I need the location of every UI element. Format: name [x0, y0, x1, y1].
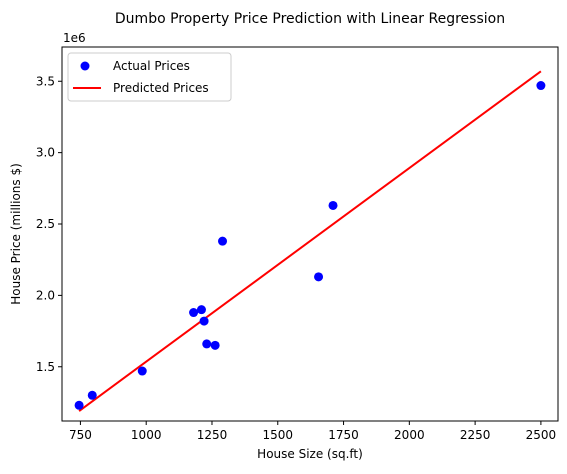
- x-tick-label: 1250: [197, 428, 228, 442]
- legend-box: [67, 52, 232, 102]
- x-tick-label: 1000: [131, 428, 162, 442]
- y-tick-label: 3.5: [36, 74, 55, 88]
- x-axis-label: House Size (sq.ft): [257, 447, 363, 461]
- y-axis-offset-label: 1e6: [63, 31, 86, 45]
- actual-price-point: [314, 272, 324, 282]
- y-tick-label: 2.0: [36, 288, 55, 302]
- actual-price-point: [218, 236, 228, 246]
- actual-price-point: [199, 316, 209, 326]
- actual-price-point: [74, 400, 84, 410]
- predicted-prices-line: [78, 70, 542, 412]
- actual-price-point: [137, 366, 147, 376]
- actual-price-point: [536, 81, 546, 91]
- actual-price-point: [328, 200, 338, 210]
- x-tick-label: 2250: [460, 428, 491, 442]
- y-tick-label: 1.5: [36, 360, 55, 374]
- y-tick-label: 3.0: [36, 146, 55, 160]
- y-axis-label: House Price (millions $): [9, 163, 23, 305]
- x-tick-label: 1500: [262, 428, 293, 442]
- chart-title: Dumbo Property Price Prediction with Lin…: [115, 11, 505, 27]
- series-layer: [74, 70, 546, 412]
- actual-price-point: [202, 339, 212, 349]
- actual-price-point: [196, 305, 206, 315]
- actual-price-point: [189, 308, 199, 318]
- x-tick-label: 1750: [328, 428, 359, 442]
- legend[interactable]: Actual Prices Predicted Prices: [67, 52, 232, 102]
- axes-frame: [61, 46, 559, 422]
- y-tick-label: 2.5: [36, 217, 55, 231]
- x-tick-label: 750: [69, 428, 92, 442]
- legend-label: Actual Prices: [113, 59, 190, 73]
- x-tick-label: 2000: [394, 428, 425, 442]
- actual-price-point: [210, 340, 220, 350]
- legend-label: Predicted Prices: [113, 81, 209, 95]
- actual-price-point: [87, 390, 97, 400]
- x-axis-ticks: 750 1000 1250 1500 1750 2000 2250 2500: [69, 421, 556, 442]
- legend-marker-actual-prices: [80, 61, 90, 71]
- x-tick-label: 2500: [526, 428, 557, 442]
- y-axis-ticks: 1.5 2.0 2.5 3.0 3.5: [36, 74, 62, 374]
